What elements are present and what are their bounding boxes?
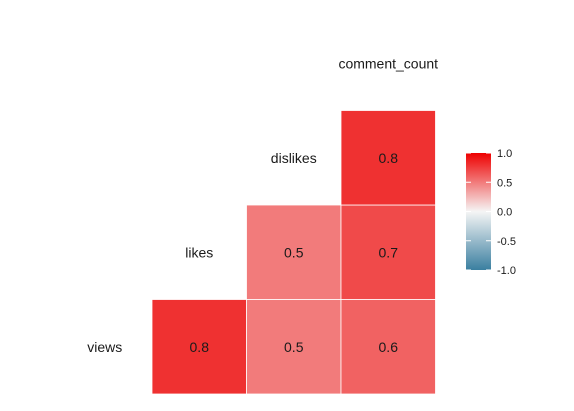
cell-value-label: 0.5 bbox=[284, 339, 304, 355]
color-legend: 1.0 0.5 0.0 -0.5 -1.0 bbox=[466, 148, 516, 277]
heatmap-cell-views-likes bbox=[151, 299, 247, 395]
cell-value-label: 0.8 bbox=[379, 150, 399, 166]
cell-value-label: 0.6 bbox=[379, 339, 399, 355]
cell-value-label: 0.7 bbox=[379, 244, 399, 260]
cell-value-label: 0.8 bbox=[190, 339, 210, 355]
heatmap-cell-likes-dislikes bbox=[246, 204, 342, 300]
heatmap-cell-dislikes-comment_count bbox=[340, 110, 436, 206]
legend-tick-label: 0.5 bbox=[497, 177, 512, 189]
legend-tick-label: 1.0 bbox=[497, 148, 512, 160]
heatmap-cell-views-dislikes bbox=[246, 299, 342, 395]
variable-label-comment-count: comment_count bbox=[338, 55, 438, 71]
legend-tick-label: -0.5 bbox=[497, 236, 516, 248]
heatmap-cell-views-comment_count bbox=[340, 299, 436, 395]
variable-label-views: views bbox=[87, 339, 122, 355]
variable-label-likes: likes bbox=[185, 244, 213, 260]
heatmap-cell-likes-comment_count bbox=[340, 204, 436, 300]
heatmap-cells: 0.8 0.5 0.6 0.5 0.7 0.8 bbox=[151, 110, 436, 395]
legend-tick-label: -1.0 bbox=[497, 265, 516, 277]
variable-labels: views likes dislikes comment_count bbox=[87, 55, 438, 355]
legend-tick-label: 0.0 bbox=[497, 207, 512, 219]
cell-value-label: 0.5 bbox=[284, 244, 304, 260]
variable-label-dislikes: dislikes bbox=[271, 150, 317, 166]
